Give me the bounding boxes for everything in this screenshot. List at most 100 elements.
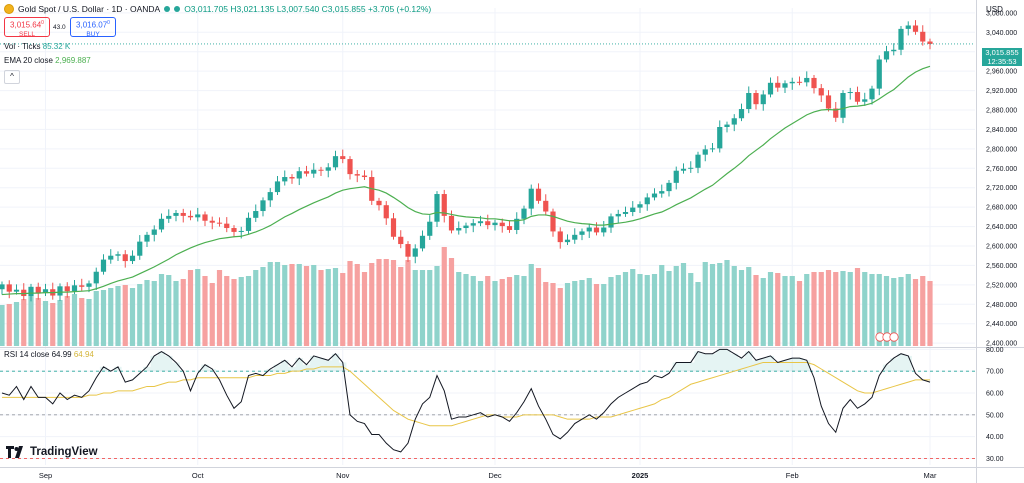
candle-body bbox=[202, 214, 208, 221]
candle-body bbox=[456, 228, 462, 231]
rsi-overbought-fill bbox=[730, 353, 738, 372]
candle-body bbox=[238, 230, 244, 232]
rsi-overbought-fill bbox=[890, 358, 898, 372]
rsi-legend[interactable]: RSI 14 close 64.99 64.94 bbox=[4, 350, 94, 359]
candle-body bbox=[448, 215, 455, 231]
candle-body bbox=[13, 289, 20, 292]
candle-body bbox=[804, 77, 810, 83]
candle-body bbox=[253, 211, 259, 218]
last-price-badge: 3,015.855 12:35:53 bbox=[982, 48, 1022, 66]
candle-body bbox=[158, 218, 165, 230]
price-axis-label: 2,800.000 bbox=[986, 146, 1017, 153]
buy-price-sup: 0 bbox=[107, 20, 110, 26]
candle-body bbox=[644, 197, 650, 205]
candle-body bbox=[260, 200, 266, 212]
volume-bar bbox=[122, 285, 128, 346]
volume-bar bbox=[477, 281, 484, 346]
rsi-overbought-fill bbox=[281, 360, 289, 372]
sell-button[interactable]: 3,015.640 SELL bbox=[4, 17, 50, 38]
volume-bar bbox=[796, 281, 803, 346]
candle-body bbox=[760, 94, 766, 105]
symbol-title[interactable]: Gold Spot / U.S. Dollar · 1D · OANDA bbox=[18, 4, 161, 14]
candle-body bbox=[427, 221, 433, 236]
volume-bar bbox=[144, 280, 150, 346]
volume-legend[interactable]: Vol · Ticks 85.32 K bbox=[4, 42, 70, 51]
volume-bar bbox=[419, 270, 426, 346]
candle-body bbox=[898, 28, 904, 50]
candle-body bbox=[767, 82, 774, 95]
rsi-overbought-fill bbox=[172, 362, 180, 372]
candle-body bbox=[746, 93, 752, 110]
volume-bar bbox=[187, 270, 194, 346]
volume-bar bbox=[318, 270, 324, 346]
candle-body bbox=[709, 148, 716, 150]
currency-label[interactable]: USD bbox=[986, 5, 1003, 14]
volume-bar bbox=[876, 274, 882, 346]
volume-bar bbox=[717, 263, 723, 346]
rsi-label: RSI 14 close bbox=[4, 350, 50, 359]
rsi-overbought-fill bbox=[157, 351, 166, 372]
rsi-overbought-fill bbox=[716, 349, 724, 372]
volume-bar bbox=[398, 267, 404, 346]
volume-bar bbox=[601, 284, 607, 346]
volume-bar bbox=[912, 279, 919, 346]
candle-body bbox=[854, 92, 861, 102]
volume-bar bbox=[289, 264, 295, 346]
candle-body bbox=[521, 208, 527, 219]
volume-bar bbox=[224, 276, 230, 346]
volume-bar bbox=[231, 279, 237, 346]
candle-body bbox=[688, 167, 694, 169]
candle-body bbox=[666, 182, 672, 192]
volume-bar bbox=[115, 286, 121, 346]
candle-body bbox=[564, 239, 571, 243]
candle-body bbox=[485, 221, 491, 226]
volume-bar bbox=[354, 264, 360, 346]
candle-body bbox=[550, 211, 556, 232]
volume-bar bbox=[332, 268, 339, 346]
ema-legend[interactable]: EMA 20 close 2,969.887 bbox=[4, 56, 91, 65]
candle-body bbox=[927, 41, 933, 44]
candle-body bbox=[28, 286, 34, 297]
volume-bar bbox=[28, 296, 34, 346]
time-axis-label: Oct bbox=[192, 471, 205, 480]
time-axis-label: Dec bbox=[488, 471, 502, 480]
volume-bar bbox=[637, 274, 643, 346]
price-axis-label: 2,560.000 bbox=[986, 263, 1017, 270]
rsi-overbought-fill bbox=[679, 362, 688, 372]
rsi-overbought-fill bbox=[723, 349, 731, 372]
volume-bar bbox=[485, 276, 491, 346]
rsi-overbought-fill bbox=[708, 353, 717, 372]
volume-bar bbox=[303, 266, 310, 346]
volume-bar bbox=[427, 270, 433, 346]
candle-body bbox=[637, 204, 643, 208]
volume-bar bbox=[173, 281, 179, 346]
rsi-overbought-fill bbox=[737, 358, 746, 372]
candle-body bbox=[115, 254, 121, 256]
candle-body bbox=[332, 156, 339, 168]
candle-body bbox=[659, 191, 665, 194]
volume-bar bbox=[630, 269, 636, 346]
volume-bar bbox=[804, 274, 810, 346]
volume-bar bbox=[441, 247, 447, 346]
candle-body bbox=[586, 227, 592, 232]
volume-bar bbox=[361, 272, 368, 346]
candle-body bbox=[209, 220, 215, 223]
candle-body bbox=[825, 95, 832, 109]
change-value: +3.705 (+0.12%) bbox=[367, 4, 432, 14]
volume-bar bbox=[71, 294, 78, 346]
candle-body bbox=[593, 227, 600, 233]
volume-bar bbox=[245, 276, 252, 346]
rsi-axis-label: 40.00 bbox=[986, 434, 1004, 441]
volume-bar bbox=[238, 277, 244, 346]
buy-button[interactable]: 3,016.070 BUY bbox=[70, 17, 116, 38]
volume-bar bbox=[811, 272, 817, 346]
volume-bar bbox=[325, 269, 331, 346]
candle-body bbox=[499, 222, 505, 227]
high-value: H3,021.135 bbox=[230, 4, 275, 14]
candle-body bbox=[782, 83, 788, 88]
volume-bar bbox=[216, 270, 223, 346]
collapse-legend-button[interactable]: ^ bbox=[4, 70, 20, 84]
price-axis-label: 2,760.000 bbox=[986, 166, 1017, 173]
volume-bar bbox=[818, 272, 824, 346]
